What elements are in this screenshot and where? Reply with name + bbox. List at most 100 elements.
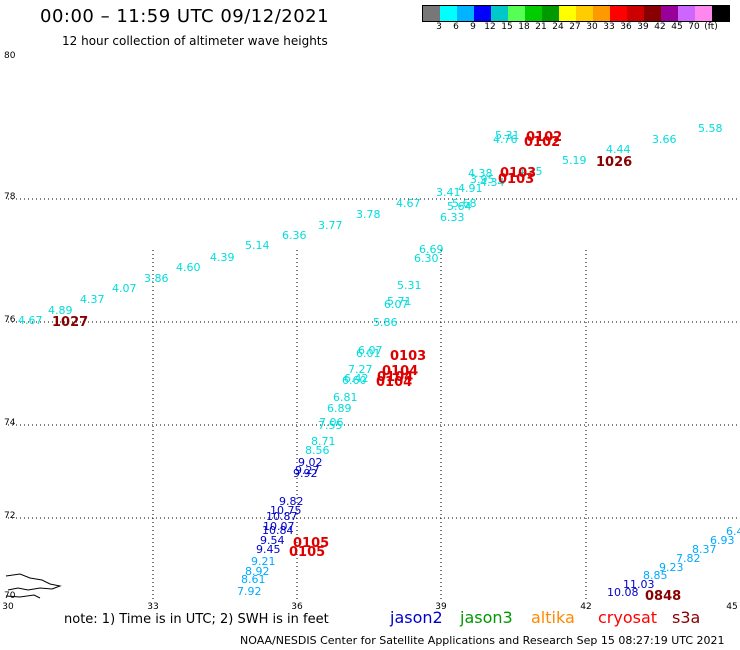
- wave-height-label: 10.08: [607, 586, 639, 599]
- wave-height-label: 5.58: [698, 122, 723, 135]
- wave-height-label: 9.21: [251, 555, 276, 568]
- wave-height-label: 6.01: [356, 347, 381, 360]
- colorbar-label: 18: [518, 22, 530, 32]
- map-canvas: 30 33 36 39 42 45 70 72 74 76 78 80 4.67 4.89 4.37 4.07…: [2, 51, 740, 612]
- wave-height-label: 11.03: [623, 578, 655, 591]
- pass-time-marker: 0103: [498, 172, 534, 187]
- latitude-label: 70: [4, 591, 16, 601]
- colorbar-label: 9: [470, 22, 476, 32]
- wave-height-label: 4.07: [112, 282, 137, 295]
- colorbar-label: 15: [501, 22, 513, 32]
- wave-height-label: 4.67: [396, 197, 421, 210]
- wave-height-label: 9.82: [279, 495, 304, 508]
- wave-height-label: 3.78: [356, 208, 381, 221]
- wave-height-label: 6.81: [333, 391, 358, 404]
- colorbar-swatch: [610, 6, 627, 21]
- colorbar-label: 21: [535, 22, 547, 32]
- map-subtitle: 12 hour collection of altimeter wave hei…: [62, 34, 328, 48]
- latitude-label: 76: [4, 315, 16, 325]
- wave-height-label: 9.23: [659, 561, 684, 574]
- colorbar-swatch: [661, 6, 678, 21]
- wave-height-label: 8.37: [692, 543, 717, 556]
- altimeter-map: 30 33 36 39 42 45 70 72 74 76 78 80 4.67 4.89 4.37 4.07…: [2, 51, 740, 612]
- wave-height-label: 5.86: [373, 316, 398, 329]
- latitude-label: 78: [4, 192, 16, 202]
- wave-height-label: 4.76: [493, 133, 518, 146]
- wave-height-label: 6.69: [419, 243, 444, 256]
- wave-height-label: 3.66: [652, 133, 677, 146]
- wave-height-label: 7.55: [318, 419, 343, 432]
- wave-height-label: 7.82: [676, 552, 701, 565]
- wave-height-label: 6.60: [342, 374, 367, 387]
- coastline: [5, 594, 41, 599]
- wave-height-label: 7.06: [319, 416, 344, 429]
- wave-height-label: 10.07: [263, 520, 295, 533]
- wave-height-label: 7.92: [237, 585, 262, 598]
- wave-height-label: 10.84: [262, 524, 294, 537]
- wave-height-label: 6.42: [344, 372, 369, 385]
- colorbar-swatch: [678, 6, 695, 21]
- legend-cryosat: cryosat: [598, 608, 658, 627]
- longitude-label: 33: [147, 602, 158, 610]
- pass-time-marker: 1027: [52, 315, 88, 330]
- wave-height-label: 10.75: [270, 504, 302, 517]
- wave-height-label: 4.89: [48, 304, 73, 317]
- wave-height-label: 7.27: [348, 363, 373, 376]
- wave-height-label: 3.86: [144, 272, 169, 285]
- wave-height-label: 4.39: [210, 251, 235, 264]
- wave-height-label: 6.4: [726, 525, 740, 538]
- legend-jason2: jason2: [390, 608, 443, 627]
- wave-height-colorbar: [422, 5, 730, 22]
- colorbar-swatch: [712, 6, 729, 21]
- wave-height-label: 3.77: [318, 219, 343, 232]
- colorbar-label: 33: [603, 22, 615, 32]
- wave-height-label: 5.14: [245, 239, 270, 252]
- wave-height-label: 4.91: [458, 182, 483, 195]
- colorbar-swatch: [627, 6, 644, 21]
- wave-height-label: 3.95: [470, 173, 495, 186]
- wave-height-label: 5.68: [452, 197, 477, 210]
- pass-time-marker: 0103: [500, 166, 536, 181]
- wave-height-label: 4.38: [468, 167, 493, 180]
- colorbar-swatch: [491, 6, 508, 21]
- wave-height-label: 4.37: [80, 293, 105, 306]
- colorbar-swatch: [440, 6, 457, 21]
- colorbar-label: 27: [569, 22, 581, 32]
- wave-height-label: 9.54: [260, 534, 285, 547]
- colorbar-label: 70: [688, 22, 700, 32]
- wave-height-label: 8.56: [305, 444, 330, 457]
- wave-height-label: 3.41: [436, 186, 461, 199]
- pass-time-marker: 0104: [377, 370, 413, 385]
- colorbar-label: 3: [436, 22, 442, 32]
- longitude-label: 30: [2, 602, 14, 610]
- colorbar-swatch: [423, 6, 440, 21]
- legend-altika: altika: [531, 608, 575, 627]
- pass-time-marker: 0105: [289, 545, 325, 560]
- legend-jason3: jason3: [460, 608, 513, 627]
- wave-height-label: 10.87: [266, 510, 298, 523]
- wave-height-label: 8.71: [311, 435, 336, 448]
- colorbar-swatch: [593, 6, 610, 21]
- wave-height-label: 5.31: [495, 129, 520, 142]
- colorbar-label: 36: [620, 22, 632, 32]
- wave-height-label: 4.44: [606, 143, 631, 156]
- colorbar-swatch: [644, 6, 661, 21]
- colorbar-swatch: [559, 6, 576, 21]
- colorbar-swatch: [542, 6, 559, 21]
- colorbar-swatch: [695, 6, 712, 21]
- pass-time-marker: 0105: [293, 536, 329, 551]
- colorbar-swatch: [508, 6, 525, 21]
- wave-height-label: 4.35: [518, 165, 543, 178]
- colorbar-label: 12: [484, 22, 496, 32]
- pass-time-marker: 0102: [526, 130, 562, 145]
- wave-height-label: 4.34: [480, 176, 505, 189]
- colorbar-label: (ft): [704, 22, 718, 32]
- latitude-label: 74: [4, 418, 16, 428]
- wave-height-label: 6.07: [358, 344, 383, 357]
- wave-height-label: 6.89: [327, 402, 352, 415]
- colorbar-label: 30: [586, 22, 598, 32]
- colorbar-swatch: [525, 6, 542, 21]
- latitude-label: 80: [4, 51, 16, 61]
- wave-height-label: 9.02: [298, 456, 323, 469]
- colorbar-swatch: [457, 6, 474, 21]
